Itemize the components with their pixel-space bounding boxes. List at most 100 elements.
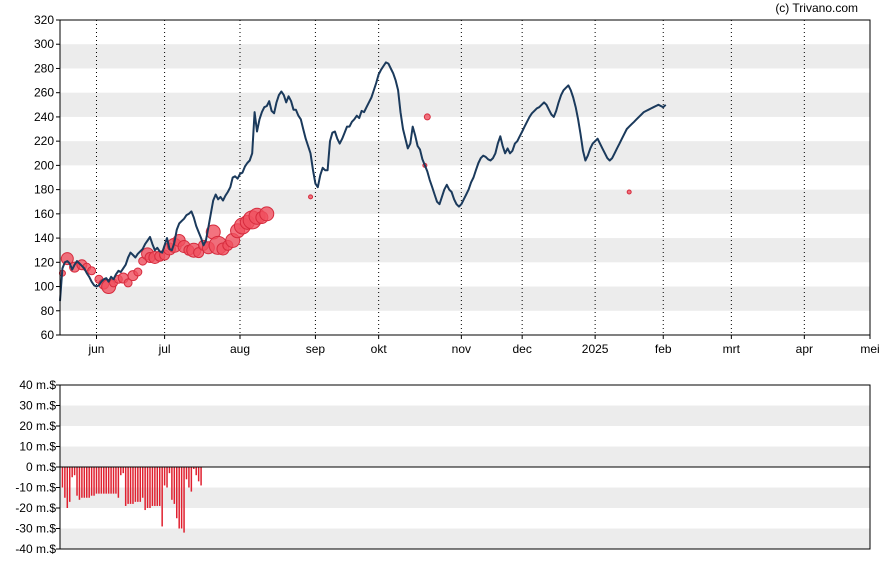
price-band	[60, 92, 870, 117]
credit-label: (c) Trivano.com	[775, 1, 858, 15]
volume-bar	[127, 467, 129, 504]
insider-trade-bubble	[87, 266, 97, 276]
volume-bar	[129, 467, 132, 504]
volume-bar	[81, 467, 83, 498]
volume-bar	[146, 467, 149, 508]
price-y-tick-label: 180	[34, 183, 54, 197]
price-x-tick-label: nov	[452, 342, 471, 356]
price-x-tick-label: okt	[371, 342, 388, 356]
volume-bar	[151, 467, 154, 506]
volume-bar	[122, 467, 124, 474]
volume-bar	[134, 467, 137, 502]
volume-bar	[190, 467, 193, 492]
volume-band	[60, 528, 870, 549]
volume-bar	[132, 467, 134, 504]
volume-bar	[110, 467, 112, 494]
volume-band	[60, 487, 870, 508]
price-band	[60, 44, 870, 69]
volume-panel-frame	[59, 384, 871, 550]
insider-trade-bubble	[123, 278, 133, 288]
price-y-tick-label: 260	[34, 86, 54, 100]
price-x-tick-label: aug	[230, 342, 250, 356]
volume-bar	[98, 467, 100, 494]
volume-y-tick-label: 10 m.$	[19, 440, 56, 454]
price-y-tick-label: 140	[34, 231, 54, 245]
volume-bar	[83, 467, 86, 498]
volume-bar	[200, 467, 202, 486]
volume-panel-bands	[60, 405, 870, 549]
volume-bar	[61, 467, 64, 488]
volume-bar	[73, 467, 76, 476]
volume-bar	[107, 467, 110, 494]
insider-volume-bars	[61, 467, 202, 533]
volume-bar	[93, 467, 95, 496]
volume-bar	[139, 467, 142, 502]
volume-y-tick-label: -20 m.$	[15, 501, 56, 515]
price-panel-frame	[59, 19, 871, 336]
price-y-tick-label: 60	[41, 328, 55, 342]
insider-trade-bubble	[259, 206, 275, 222]
insider-trade-bubble	[626, 189, 632, 195]
volume-bar	[68, 467, 71, 502]
price-y-tick-label: 300	[34, 37, 54, 51]
price-y-tick-label: 160	[34, 207, 54, 221]
volume-bar	[149, 467, 151, 508]
volume-bar	[171, 467, 173, 500]
insider-trade-bubble	[423, 113, 431, 121]
volume-bar	[197, 467, 200, 482]
volume-bar	[66, 467, 69, 508]
volume-bar	[112, 467, 115, 494]
price-band	[60, 189, 870, 214]
volume-bar	[71, 467, 73, 478]
volume-bar	[180, 467, 183, 529]
volume-bar	[124, 467, 127, 506]
volume-y-axis-ticks: 40 m.$ 30 m.$ 20 m.$ 10 m.$ 0 m.$ -10 m.$ -20 …	[15, 378, 60, 556]
insider-trade-bubble	[133, 267, 143, 277]
price-y-tick-label: 240	[34, 110, 54, 124]
volume-bar	[183, 467, 185, 533]
price-band	[60, 141, 870, 166]
volume-y-tick-label: -30 m.$	[15, 522, 56, 536]
volume-bar	[188, 467, 190, 488]
volume-bar	[100, 467, 103, 494]
price-y-tick-label: 80	[41, 304, 55, 318]
volume-panel-axes	[59, 384, 871, 550]
price-y-tick-label: 280	[34, 61, 54, 75]
volume-bar	[76, 467, 78, 496]
price-x-tick-label: mrt	[723, 342, 741, 356]
volume-bar	[168, 467, 171, 474]
volume-bar	[176, 467, 178, 519]
volume-bar	[103, 467, 105, 494]
volume-bar	[156, 467, 159, 506]
price-x-axis-ticks: jun jul aug sep okt nov dec 2025 feb mrt apr mei	[87, 335, 880, 356]
volume-bar	[90, 467, 93, 496]
volume-bar	[115, 467, 117, 494]
volume-bar	[137, 467, 139, 502]
price-panel-axes	[59, 19, 871, 336]
volume-bar	[173, 467, 176, 504]
price-series-line	[59, 61, 667, 302]
price-y-tick-label: 120	[34, 255, 54, 269]
volume-bar	[193, 467, 195, 470]
price-panel-bands	[60, 44, 870, 311]
volume-y-tick-label: -10 m.$	[15, 481, 56, 495]
volume-bar	[163, 467, 166, 486]
price-x-tick-label: dec	[512, 342, 531, 356]
insider-trade-bubbles	[58, 113, 632, 295]
price-x-tick-label: 2025	[582, 342, 609, 356]
volume-bar	[161, 467, 163, 527]
volume-y-tick-label: 20 m.$	[19, 419, 56, 433]
price-x-tick-label: feb	[655, 342, 672, 356]
volume-band	[60, 405, 870, 426]
price-x-tick-label: mei	[860, 342, 879, 356]
price-x-tick-label: jul	[158, 342, 171, 356]
price-x-tick-label: apr	[796, 342, 813, 356]
price-x-tick-label: sep	[306, 342, 326, 356]
volume-bar	[105, 467, 107, 494]
volume-bar	[78, 467, 81, 500]
price-y-tick-label: 320	[34, 13, 54, 27]
price-band	[60, 286, 870, 311]
volume-bar	[64, 467, 66, 498]
